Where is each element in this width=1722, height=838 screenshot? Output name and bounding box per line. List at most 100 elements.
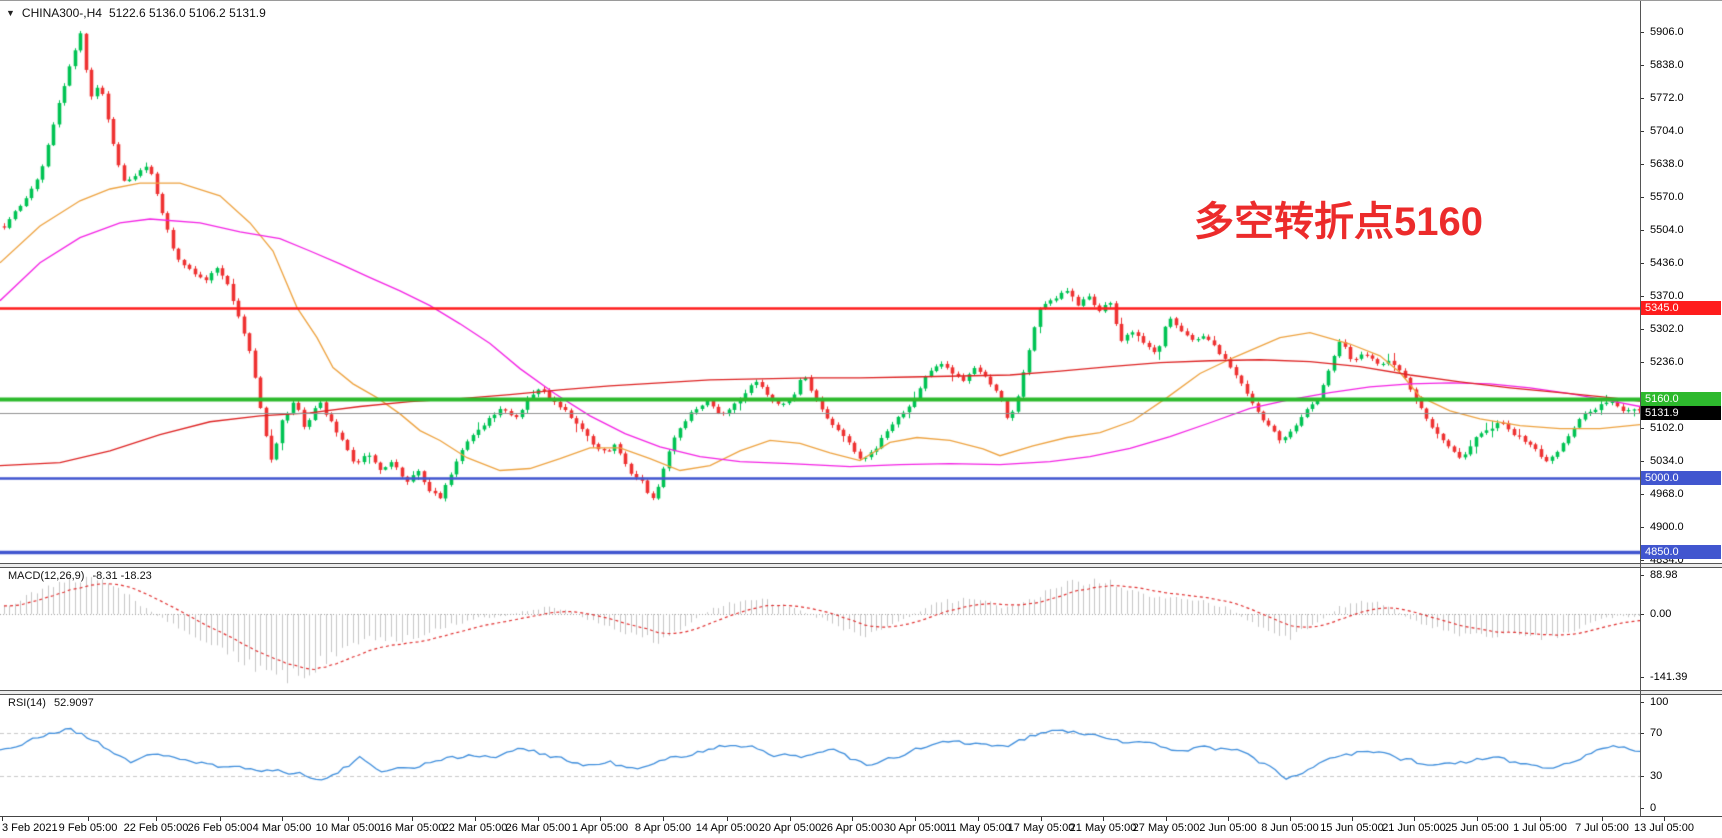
price-tick-label: 88.98 — [1650, 569, 1678, 581]
tick-mark — [1477, 817, 1478, 821]
rsi-indicator-label: RSI(14) — [8, 697, 46, 709]
time-axis-label: 21 May 05:00 — [1069, 822, 1137, 834]
time-axis-label: 10 Mar 05:00 — [315, 822, 381, 834]
time-axis-label: 26 Feb 05:00 — [187, 822, 253, 834]
tick-mark — [915, 817, 916, 821]
tick-mark — [156, 817, 157, 821]
price-tick-label: 70 — [1650, 727, 1663, 739]
tick-mark — [1414, 817, 1415, 821]
time-axis-label: 26 Apr 05:00 — [820, 822, 884, 834]
tick-mark — [1664, 817, 1665, 821]
price-level-badge: 5345.0 — [1641, 301, 1721, 315]
time-axis-label: 3 Feb 2021 — [2, 822, 58, 834]
price-level-badge: 5160.0 — [1641, 392, 1721, 406]
tick-mark — [1640, 614, 1644, 615]
time-axis-label: 21 Jun 05:00 — [1382, 822, 1446, 834]
time-axis-label: 22 Feb 05:00 — [123, 822, 189, 834]
tick-mark — [1640, 230, 1644, 231]
macd-chart-canvas[interactable] — [0, 567, 1640, 690]
tick-mark — [1166, 817, 1167, 821]
time-axis-label: 15 Jun 05:00 — [1320, 822, 1384, 834]
tick-mark — [348, 817, 349, 821]
time-axis-label: 26 Mar 05:00 — [505, 822, 571, 834]
tick-mark — [1640, 197, 1644, 198]
price-axis[interactable]: 5906.0 5838.0 5772.0 5704.0 5638.0 5570.0 5504… — [1640, 1, 1722, 816]
panel-separator-rsi[interactable] — [0, 690, 1722, 695]
time-axis-label: 1 Apr 05:00 — [571, 822, 629, 834]
tick-mark — [1640, 808, 1644, 809]
time-axis-label: 8 Jun 05:00 — [1261, 822, 1319, 834]
price-tick-label: 4968.0 — [1650, 488, 1684, 500]
tick-mark — [1640, 461, 1644, 462]
macd-values-label: -8.31 -18.23 — [92, 570, 152, 582]
time-axis-label: 13 Jul 05:00 — [1634, 822, 1694, 834]
price-tick-label: 5236.0 — [1650, 356, 1684, 368]
tick-mark — [1103, 817, 1104, 821]
panel-separator-macd[interactable] — [0, 563, 1722, 568]
tick-mark — [1640, 428, 1644, 429]
price-tick-label: 5838.0 — [1650, 59, 1684, 71]
time-axis-label: 2 Jun 05:00 — [1199, 822, 1257, 834]
time-axis-label: 16 Mar 05:00 — [379, 822, 445, 834]
tick-mark — [790, 817, 791, 821]
price-tick-label: -141.39 — [1650, 671, 1688, 683]
tick-mark — [1602, 817, 1603, 821]
price-tick-label: 5102.0 — [1650, 422, 1684, 434]
tick-mark — [1640, 32, 1644, 33]
price-tick-label: 0 — [1650, 802, 1657, 814]
price-level-badge: 5000.0 — [1641, 471, 1721, 485]
tick-mark — [1640, 527, 1644, 528]
time-axis-label: 4 Mar 05:00 — [252, 822, 312, 834]
tick-mark — [1640, 575, 1644, 576]
price-tick-label: 30 — [1650, 770, 1663, 782]
tick-mark — [1640, 296, 1644, 297]
time-axis-label: 7 Jul 05:00 — [1575, 822, 1629, 834]
macd-indicator-label: MACD(12,26,9) — [8, 570, 85, 582]
time-axis-label: 22 Mar 05:00 — [442, 822, 508, 834]
tick-mark — [1640, 776, 1644, 777]
tick-mark — [1352, 817, 1353, 821]
tick-mark — [663, 817, 664, 821]
time-axis-label: 25 Jun 05:00 — [1445, 822, 1509, 834]
price-tick-label: 5906.0 — [1650, 26, 1684, 38]
tick-mark — [220, 817, 221, 821]
tick-mark — [1640, 164, 1644, 165]
tick-mark — [412, 817, 413, 821]
price-level-badge: 4850.0 — [1641, 545, 1721, 559]
price-tick-label: 5034.0 — [1650, 455, 1684, 467]
tick-mark — [88, 817, 89, 821]
time-axis-label: 30 Apr 05:00 — [883, 822, 947, 834]
price-tick-label: 5570.0 — [1650, 191, 1684, 203]
tick-mark — [1640, 329, 1644, 330]
rsi-indicator-header: RSI(14) 52.9097 — [8, 697, 99, 709]
tick-mark — [1640, 494, 1644, 495]
price-tick-label: 5638.0 — [1650, 158, 1684, 170]
tick-mark — [1640, 702, 1644, 703]
macd-indicator-header: MACD(12,26,9) -8.31 -18.23 — [8, 570, 157, 582]
price-tick-label: 5704.0 — [1650, 125, 1684, 137]
symbol-dropdown-icon[interactable]: ▼ — [6, 8, 15, 18]
rsi-value-label: 52.9097 — [53, 697, 94, 709]
tick-mark — [1640, 98, 1644, 99]
ohlc-values-label: 5122.6 5136.0 5106.2 5131.9 — [108, 6, 266, 20]
rsi-chart-canvas[interactable] — [0, 693, 1640, 816]
price-tick-label: 5436.0 — [1650, 257, 1684, 269]
tick-mark — [1228, 817, 1229, 821]
tick-mark — [1640, 560, 1644, 561]
time-axis[interactable]: 3 Feb 2021 9 Feb 05:00 22 Feb 05:00 26 Feb … — [0, 816, 1722, 838]
time-axis-label: 20 Apr 05:00 — [758, 822, 822, 834]
tick-mark — [1640, 677, 1644, 678]
main-chart-canvas[interactable] — [0, 1, 1640, 563]
price-level-badge: 5131.9 — [1641, 406, 1721, 420]
price-tick-label: 5370.0 — [1650, 290, 1684, 302]
price-tick-label: 0.00 — [1650, 608, 1672, 620]
price-tick-label: 5302.0 — [1650, 323, 1684, 335]
tick-mark — [852, 817, 853, 821]
tick-mark — [1041, 817, 1042, 821]
tick-mark — [475, 817, 476, 821]
annotation-text: 多空转折点5160 — [1194, 200, 1483, 244]
symbol-header: ▼ CHINA300-,H4 5122.6 5136.0 5106.2 5131… — [6, 6, 266, 20]
price-tick-label: 100 — [1650, 696, 1669, 708]
tick-mark — [600, 817, 601, 821]
